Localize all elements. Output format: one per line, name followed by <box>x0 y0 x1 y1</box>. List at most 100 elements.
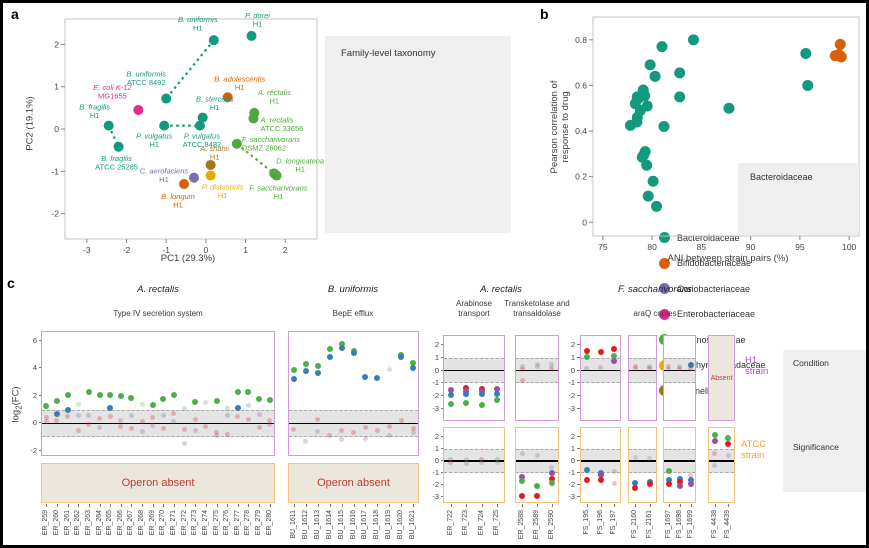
gene-tick <box>679 504 681 507</box>
pca-point-label: B. adolescentis H1 <box>214 74 265 92</box>
zero-line <box>516 460 558 462</box>
y-tick-label: 1 <box>570 352 575 362</box>
fc-point <box>534 452 540 458</box>
y-tick-label: 0 <box>434 365 439 375</box>
fc-point <box>245 402 251 408</box>
fc-point <box>192 399 199 406</box>
y-tick-label: 1 <box>434 444 439 453</box>
gene-tick <box>216 504 218 507</box>
fc-point <box>597 471 604 478</box>
legend-item-label: Bacteroidaceae <box>677 232 740 243</box>
significance-band <box>444 357 504 384</box>
ani-point <box>723 102 735 114</box>
ani-point <box>835 51 847 63</box>
fc-point <box>676 479 683 486</box>
pca-point <box>197 112 208 123</box>
atcc-absent-box: Operon absent <box>288 463 419 503</box>
atcc-scatter-panel <box>515 427 559 503</box>
gene-label: ER_2588 <box>518 510 526 540</box>
bacteroidaceae-legend-title: Bacteroidaceae <box>750 172 813 182</box>
fc-point <box>303 438 309 444</box>
taxonomy-legend: Family-level taxonomy Bacteroidaceae Bifi… <box>325 36 766 396</box>
gene-label: ER_261 <box>63 510 71 536</box>
fc-point <box>584 365 590 371</box>
gene-label: ER_266 <box>116 510 124 536</box>
fc-point <box>107 392 114 399</box>
pca-point <box>113 141 124 152</box>
fc-point <box>583 477 590 484</box>
fc-point <box>339 427 345 433</box>
fc-point <box>224 412 230 418</box>
pca-point <box>246 30 257 41</box>
fc-point <box>665 476 672 483</box>
atcc-scatter-panel <box>628 427 657 503</box>
x-tick-label: 80 <box>647 242 657 252</box>
fc-point <box>463 456 469 462</box>
zero-line <box>516 369 558 372</box>
pca-point-label: E. coli K-12 MG1655 <box>93 83 132 101</box>
y-tick-label: 2 <box>570 339 575 349</box>
fc-point <box>549 365 555 371</box>
atcc-scatter-panel <box>708 427 735 503</box>
x-tick-label: 85 <box>697 242 707 252</box>
y-tick-label: -2 <box>30 445 37 455</box>
pca-point <box>222 92 233 103</box>
condition-legend-title: Condition <box>793 358 829 368</box>
fc-point <box>350 347 357 354</box>
y-tick <box>577 343 580 345</box>
fc-point <box>478 402 485 409</box>
fc-point <box>362 424 368 430</box>
gene-tick <box>269 504 271 507</box>
gene-label: BU_1619 <box>385 510 393 540</box>
fc-point <box>583 354 590 361</box>
fc-point <box>64 406 71 413</box>
gene-tick <box>481 504 483 507</box>
fc-point <box>494 390 501 397</box>
fc-point <box>171 419 177 425</box>
gene-tick <box>522 504 524 507</box>
y-tick <box>441 408 444 410</box>
fc-point <box>519 366 525 372</box>
gene-tick <box>649 504 651 507</box>
gene-tick <box>46 504 48 507</box>
fc-point <box>160 413 166 419</box>
fc-point <box>65 413 71 419</box>
panel-subtitle-line: Transketolase and <box>504 299 570 308</box>
strain-pair-link <box>236 142 278 177</box>
gene-label: FS_2161 <box>645 510 653 539</box>
fc-point <box>676 482 683 489</box>
gene-label: FS_1697 <box>664 510 672 539</box>
fc-point <box>447 386 454 393</box>
fc-point <box>86 422 92 428</box>
fc-point <box>647 366 653 372</box>
zero-line <box>444 460 504 462</box>
y-tick-label: 6 <box>32 335 37 345</box>
fc-point <box>676 476 683 483</box>
x-tick-label: 100 <box>842 242 856 252</box>
fc-point <box>548 476 555 483</box>
fc-point <box>632 454 638 460</box>
fc-point <box>224 406 230 412</box>
fc-point <box>447 401 454 408</box>
x-tick-label: 0 <box>204 245 209 255</box>
gene-label: ER_276 <box>223 510 231 536</box>
y-tick-label: 0 <box>32 418 37 428</box>
fc-point <box>494 460 500 466</box>
taxonomy-legend-title: Family-level taxonomy <box>341 48 436 59</box>
gene-tick <box>668 504 670 507</box>
fc-point <box>314 362 321 369</box>
panel-subtitle-line: Arabinose <box>455 299 493 308</box>
gene-tick <box>551 504 553 507</box>
zero-line <box>664 460 695 462</box>
y-tick <box>577 369 580 371</box>
legend-item-label: Porphyromonadaceae <box>677 360 766 370</box>
bacteroidaceae-swatch <box>659 232 670 243</box>
gene-tick <box>88 504 90 507</box>
pca-point-label: A. rectalis ATCC 33656 <box>260 115 304 133</box>
fc-point <box>398 418 404 424</box>
fc-point <box>711 438 718 445</box>
fc-point <box>118 424 124 430</box>
fc-point <box>326 346 333 353</box>
y-tick <box>577 448 580 449</box>
